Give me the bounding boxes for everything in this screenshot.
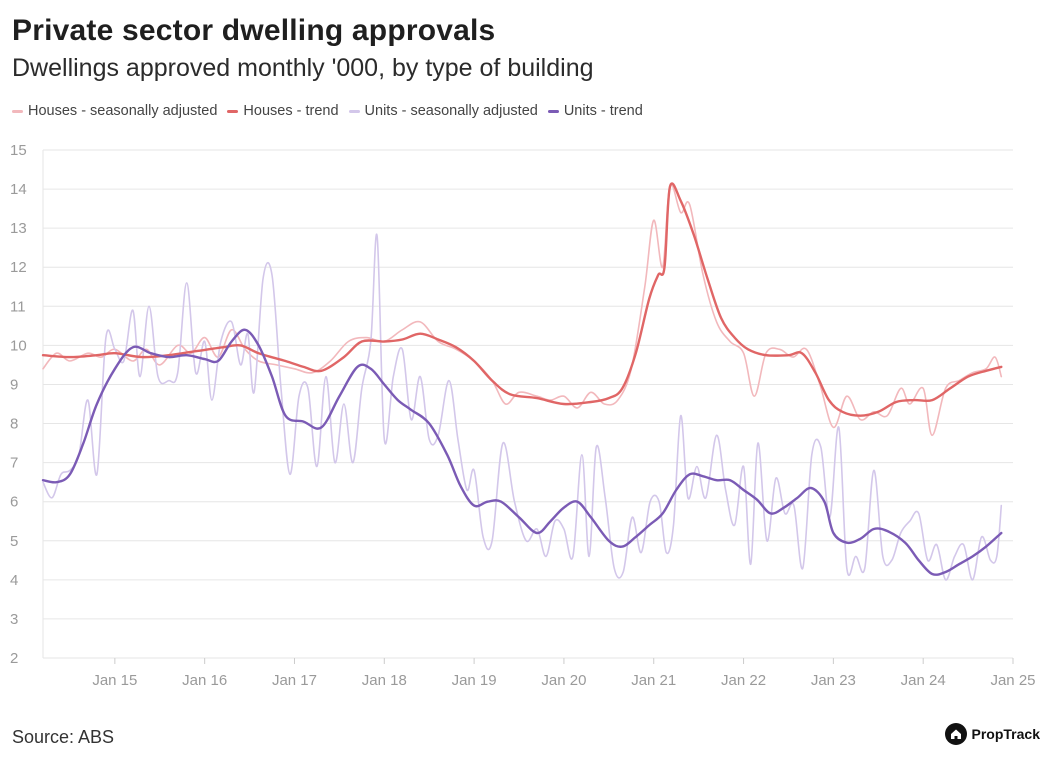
legend-swatch-units-sa (348, 109, 360, 113)
series-houses-sa-line (42, 182, 1003, 437)
x-tick-label: Jan 20 (541, 672, 586, 689)
chart-legend: Houses - seasonally adjusted Houses - tr… (12, 103, 653, 119)
y-tick-label: 14 (10, 181, 27, 198)
x-tick-label: Jan 25 (990, 672, 1035, 689)
y-tick-label: 8 (10, 416, 18, 433)
legend-item-houses-sa[interactable]: Houses - seasonally adjusted (12, 103, 217, 119)
legend-item-houses-trend[interactable]: Houses - trend (227, 103, 339, 119)
x-axis: Jan 15 Jan 16 Jan 17 Jan 18 Jan 19 Jan 20 Jan … (92, 658, 1036, 689)
grid-lines (42, 149, 1013, 659)
x-tick-label: Jan 24 (901, 672, 946, 689)
y-tick-label: 4 (10, 572, 18, 589)
x-tick-label: Jan 21 (631, 672, 676, 689)
legend-swatch-houses-sa (12, 109, 23, 113)
series-units-sa-line (42, 233, 1003, 581)
legend-swatch-units-trend (547, 109, 559, 113)
brand-logo: PropTrack (944, 723, 1040, 745)
x-tick-label: Jan 16 (182, 672, 227, 689)
brand-name: PropTrack (971, 726, 1040, 742)
x-tick-label: Jan 23 (811, 672, 856, 689)
y-tick-label: 5 (10, 533, 18, 550)
y-tick-label: 15 (10, 142, 27, 159)
y-tick-label: 2 (10, 650, 18, 667)
y-tick-label: 7 (10, 455, 18, 472)
y-axis: 2 3 4 5 6 7 8 9 10 11 12 13 14 15 (10, 142, 27, 667)
series-houses-trend-line (41, 182, 1003, 417)
legend-label-units-trend: Units - trend (563, 103, 643, 119)
legend-item-units-trend[interactable]: Units - trend (547, 103, 643, 119)
series-units-trend-line (41, 328, 1003, 576)
legend-label-houses-trend: Houses - trend (243, 103, 339, 119)
y-tick-label: 13 (10, 220, 27, 237)
x-tick-label: Jan 15 (92, 672, 137, 689)
y-tick-label: 12 (10, 259, 27, 276)
y-tick-label: 9 (10, 376, 18, 393)
legend-item-units-sa[interactable]: Units - seasonally adjusted (348, 103, 538, 119)
legend-label-houses-sa: Houses - seasonally adjusted (28, 103, 218, 119)
chart-subtitle: Dwellings approved monthly '000, by type… (12, 54, 594, 82)
y-tick-label: 6 (10, 494, 18, 511)
chart-title: Private sector dwelling approvals (12, 14, 496, 47)
x-tick-label: Jan 18 (362, 672, 407, 689)
y-tick-label: 3 (10, 611, 18, 628)
x-tick-label: Jan 22 (721, 672, 766, 689)
y-tick-label: 10 (10, 337, 27, 354)
house-logo-icon (944, 723, 967, 745)
series-lines (41, 182, 1003, 581)
x-tick-label: Jan 19 (452, 672, 497, 689)
y-tick-label: 11 (10, 298, 26, 315)
legend-swatch-houses-trend (227, 109, 239, 113)
legend-label-units-sa: Units - seasonally adjusted (364, 103, 538, 119)
source-note: Source: ABS (12, 727, 115, 747)
x-tick-label: Jan 17 (272, 672, 317, 689)
